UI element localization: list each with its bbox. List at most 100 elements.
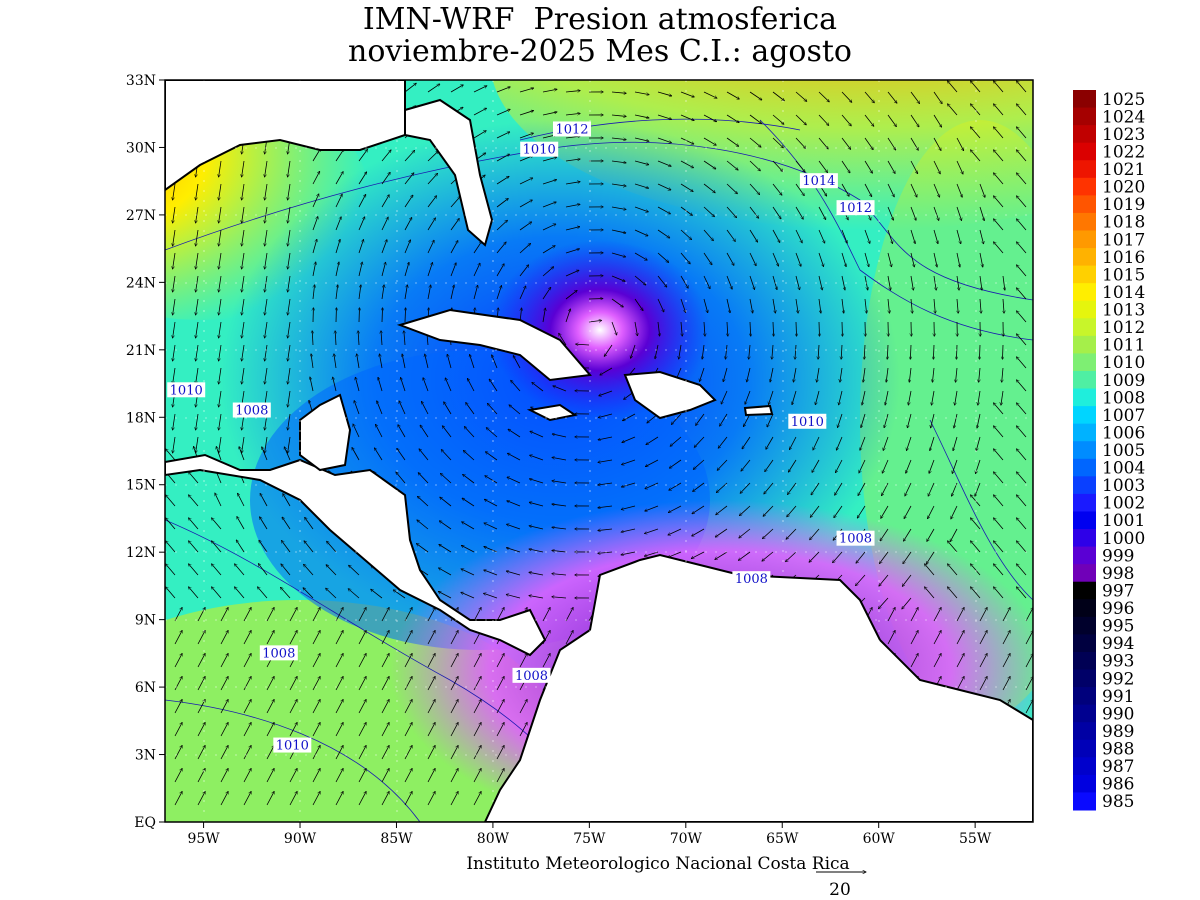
wind-arrow — [565, 630, 573, 645]
wind-arrow — [703, 160, 716, 169]
wind-arrow — [312, 171, 320, 185]
wind-arrow — [312, 331, 313, 346]
wind-arrow — [378, 377, 383, 392]
wind-arrow — [810, 528, 820, 540]
wind-arrow — [242, 367, 245, 384]
colorbar-swatch — [1073, 212, 1096, 231]
wind-arrow — [703, 183, 715, 193]
wind-arrow — [496, 745, 504, 760]
wind-arrow — [381, 285, 384, 300]
wind-arrow — [840, 367, 843, 382]
wind-arrow — [219, 275, 222, 292]
wind-arrow — [335, 239, 340, 254]
wind-arrow — [219, 160, 222, 177]
wind-arrow — [863, 367, 866, 382]
wind-arrow — [427, 653, 435, 668]
wind-arrow — [565, 309, 570, 323]
colorbar-swatch — [1073, 177, 1096, 196]
wind-arrow — [634, 183, 649, 188]
wind-arrow — [930, 436, 935, 451]
wind-arrow — [312, 630, 320, 645]
colorbar-label: 996 — [1102, 599, 1134, 619]
wind-arrow — [861, 413, 866, 428]
wind-arrow — [174, 768, 182, 783]
wind-arrow — [927, 528, 935, 541]
wind-arrow — [496, 768, 504, 783]
wind-arrow — [727, 321, 728, 336]
wind-arrow — [680, 229, 692, 240]
wind-arrow — [692, 528, 705, 536]
wind-arrow — [598, 436, 613, 440]
florida-land — [404, 98, 494, 247]
wind-arrow — [174, 630, 182, 645]
wind-arrow — [772, 206, 781, 219]
wind-arrow — [726, 229, 735, 242]
wind-arrow — [404, 607, 412, 622]
colorbar-label: 986 — [1102, 775, 1134, 795]
wind-arrow — [864, 229, 870, 243]
wind-arrow — [519, 111, 534, 116]
wind-arrow — [461, 592, 475, 599]
wind-arrow — [970, 541, 981, 553]
colorbar-swatch — [1073, 388, 1096, 407]
wind-arrow — [282, 517, 291, 530]
wind-arrow — [668, 505, 682, 513]
wind-arrow — [951, 505, 958, 519]
wind-arrow — [470, 354, 475, 369]
wind-arrow — [335, 172, 343, 185]
wind-arrow — [993, 495, 1004, 507]
wind-arrow — [796, 321, 797, 336]
colorbar-swatch — [1073, 511, 1096, 530]
wind-arrow — [634, 252, 647, 260]
wind-arrow — [377, 401, 383, 415]
wind-arrow — [427, 699, 435, 714]
wind-arrow — [358, 699, 366, 714]
colorbar-swatch — [1073, 564, 1096, 583]
wind-arrow — [1001, 390, 1004, 405]
wind-arrow — [903, 551, 912, 564]
wind-arrow — [335, 722, 343, 737]
wind-arrow — [882, 459, 889, 473]
wind-arrow — [611, 92, 626, 93]
wind-arrow — [703, 137, 716, 145]
wind-arrow — [947, 81, 958, 93]
wind-arrow — [243, 745, 251, 760]
wind-arrow — [933, 91, 942, 104]
wind-arrow — [393, 590, 406, 599]
wind-arrow — [404, 262, 409, 277]
wind-arrow — [864, 91, 874, 103]
usa-gulf-coast-land — [165, 80, 406, 192]
wind-arrow — [174, 722, 182, 737]
colorbar-swatch — [1073, 318, 1096, 337]
wind-arrow — [496, 109, 510, 116]
wind-arrow — [979, 275, 982, 290]
wind-arrow — [371, 589, 383, 599]
wind-arrow — [772, 160, 783, 172]
wind-arrow — [887, 344, 888, 359]
wind-arrow — [358, 194, 366, 208]
wind-arrow — [657, 252, 669, 262]
wind-arrow — [450, 722, 458, 737]
wind-arrow — [404, 173, 414, 185]
wind-arrow — [993, 242, 1004, 254]
wind-arrow — [956, 229, 961, 244]
wind-arrow — [933, 252, 937, 267]
wind-arrow — [749, 252, 756, 266]
wind-arrow — [855, 574, 866, 586]
wind-arrow — [1016, 587, 1027, 599]
grid-lines — [165, 80, 1033, 822]
wind-arrow — [977, 413, 981, 428]
wind-arrow — [381, 653, 389, 668]
wind-arrow — [857, 505, 866, 518]
wind-arrow — [335, 653, 343, 668]
wind-arrow — [887, 183, 894, 197]
wind-arrow — [530, 455, 544, 461]
wind-arrow — [565, 182, 580, 185]
wind-arrow — [513, 356, 521, 369]
wind-arrow — [565, 204, 580, 208]
wind-arrow — [956, 160, 963, 174]
wind-arrow — [792, 390, 797, 405]
wind-arrow — [910, 344, 911, 359]
wind-arrow — [879, 551, 889, 564]
wind-arrow — [634, 229, 648, 236]
